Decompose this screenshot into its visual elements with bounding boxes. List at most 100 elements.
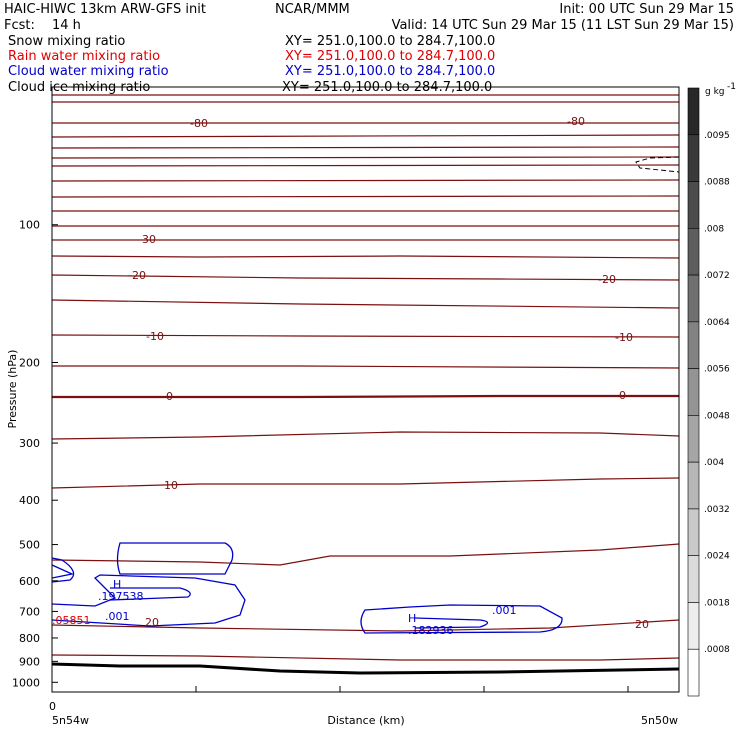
isotherm-line [52,619,679,632]
cloud-water-contour [116,542,234,575]
cloud-water-contour [360,604,563,634]
max-marker-label: H [408,612,416,625]
surface-line [52,662,679,675]
fcst-label: Fcst: [4,18,35,33]
contour-value-label: .001 [105,610,130,623]
isotherm-line [52,365,679,369]
isotherm-line [52,156,679,159]
contour-label: -80 [567,115,585,128]
y-tick-label: 200 [19,356,40,369]
colorbar-swatch [687,461,700,510]
contour-label: 20 [635,618,649,631]
colorbar-swatch [687,602,700,650]
contour-label: -20 [128,269,146,282]
contour-label: -10 [615,331,633,344]
colorbar-swatch [687,415,700,463]
cloud-water-contour [52,557,75,583]
y-tick-label: 900 [19,655,40,668]
colorbar-unit: g kg [705,87,725,97]
field-name-cloudwater: Cloud water mixing ratio [8,64,169,79]
isotherm-lines [52,94,679,675]
colorbar-tick-label: .0032 [704,505,730,515]
isotherm-line [52,179,679,182]
colorbar-tick-label: .008 [704,224,724,234]
isotherm-line [52,274,679,281]
cloud-water-labels: H .197538 .001 .001 H .182936 [98,578,517,637]
valid-time: Valid: 14 UTC Sun 29 Mar 15 (11 LST Sun … [392,18,734,33]
cloud-water-contours [52,542,563,634]
contour-label: 20 [145,616,159,629]
contour-label: 10 [164,479,178,492]
colorbar-tick-label: .0088 [704,178,730,188]
colorbar-tick-label: .0056 [704,365,730,375]
colorbar-tick-label: .0072 [704,271,730,281]
colorbar-tick-label: .0024 [704,552,730,562]
freezing-level-line [52,394,679,399]
max-value-label: .197538 [98,590,144,603]
isotherm-line [52,334,679,338]
isotherm-line [52,477,679,489]
contour-value-label: .001 [492,604,517,617]
y-tick-label: 500 [19,539,40,552]
model-title: HAIC-HIWC 13km ARW-GFS init [4,2,206,17]
colorbar-tick-label: .0018 [704,598,730,608]
colorbar-tick-label: .0095 [704,131,730,141]
cloud-ice-contour [635,156,680,173]
x-axis-label: Distance (km) [327,714,404,727]
y-tick-label: 400 [19,494,40,507]
isotherm-line [52,255,679,259]
colorbar-swatch [687,274,700,323]
colorbar-swatch [687,181,700,229]
fcst-value: 14 h [52,18,81,33]
cloud-water-contour [109,587,191,601]
cloud-water-contour [414,617,489,629]
colorbar-swatch [687,555,700,603]
isotherm-line [52,146,679,149]
colorbar-tick-label: .0064 [704,318,730,328]
field-xy-cloudwater: XY= 251.0,100.0 to 284.7,100.0 [285,64,495,79]
field-xy-snow: XY= 251.0,100.0 to 284.7,100.0 [285,34,495,49]
colorbar-swatch [687,368,700,416]
colorbar-tick-label: .004 [704,458,724,468]
field-name-rain: Rain water mixing ratio [8,49,160,64]
isotherm-line [52,299,679,309]
contour-label: 0 [619,389,626,402]
rain-value-label: .05851 [52,614,91,627]
colorbar-swatch [687,321,700,369]
colorbar-swatch [687,87,700,136]
y-tick-label: 700 [19,605,40,618]
colorbar: g kg -1 .0095 .0088 .008 .0072 .0064 .0056 .00… [687,82,736,697]
contour-label: -10 [146,330,164,343]
colorbar-swatch [687,648,700,697]
x-endpoint-left: 5n54w [52,714,89,727]
colorbar-unit-exponent: -1 [727,82,736,92]
init-time: Init: 00 UTC Sun 29 Mar 15 [559,2,734,17]
field-name-snow: Snow mixing ratio [8,34,125,49]
contour-label: -80 [190,117,208,130]
org-label: NCAR/MMM [275,2,350,17]
y-tick-label: 1000 [12,676,40,689]
y-axis: 100 200 300 400 500 600 700 800 900 1000 [12,219,58,689]
x-tick-label: 0 [49,700,56,713]
isotherm-line [52,543,679,566]
colorbar-swatch [687,134,700,182]
cloud-water-contour [52,564,75,579]
isotherm-line [52,195,679,198]
contour-label: 0 [166,390,173,403]
y-tick-label: 300 [19,437,40,450]
y-tick-label: 100 [19,219,40,232]
isotherm-line [52,431,679,440]
x-axis [51,686,629,692]
x-endpoint-right: 5n50w [641,714,678,727]
contour-label: -20 [598,273,616,286]
contour-labels: -80 -80 -30 -20 -20 -10 -10 0 0 10 20 20 [128,115,649,631]
isotherm-line [52,134,679,138]
plot-frame [51,86,680,693]
colorbar-tick-label: .0048 [704,411,730,421]
contour-label: -30 [138,233,156,246]
colorbar-tick-label: .0008 [704,645,730,655]
y-axis-label: Pressure (hPa) [6,350,19,429]
colorbar-swatch [687,508,700,556]
y-tick-label: 600 [19,575,40,588]
